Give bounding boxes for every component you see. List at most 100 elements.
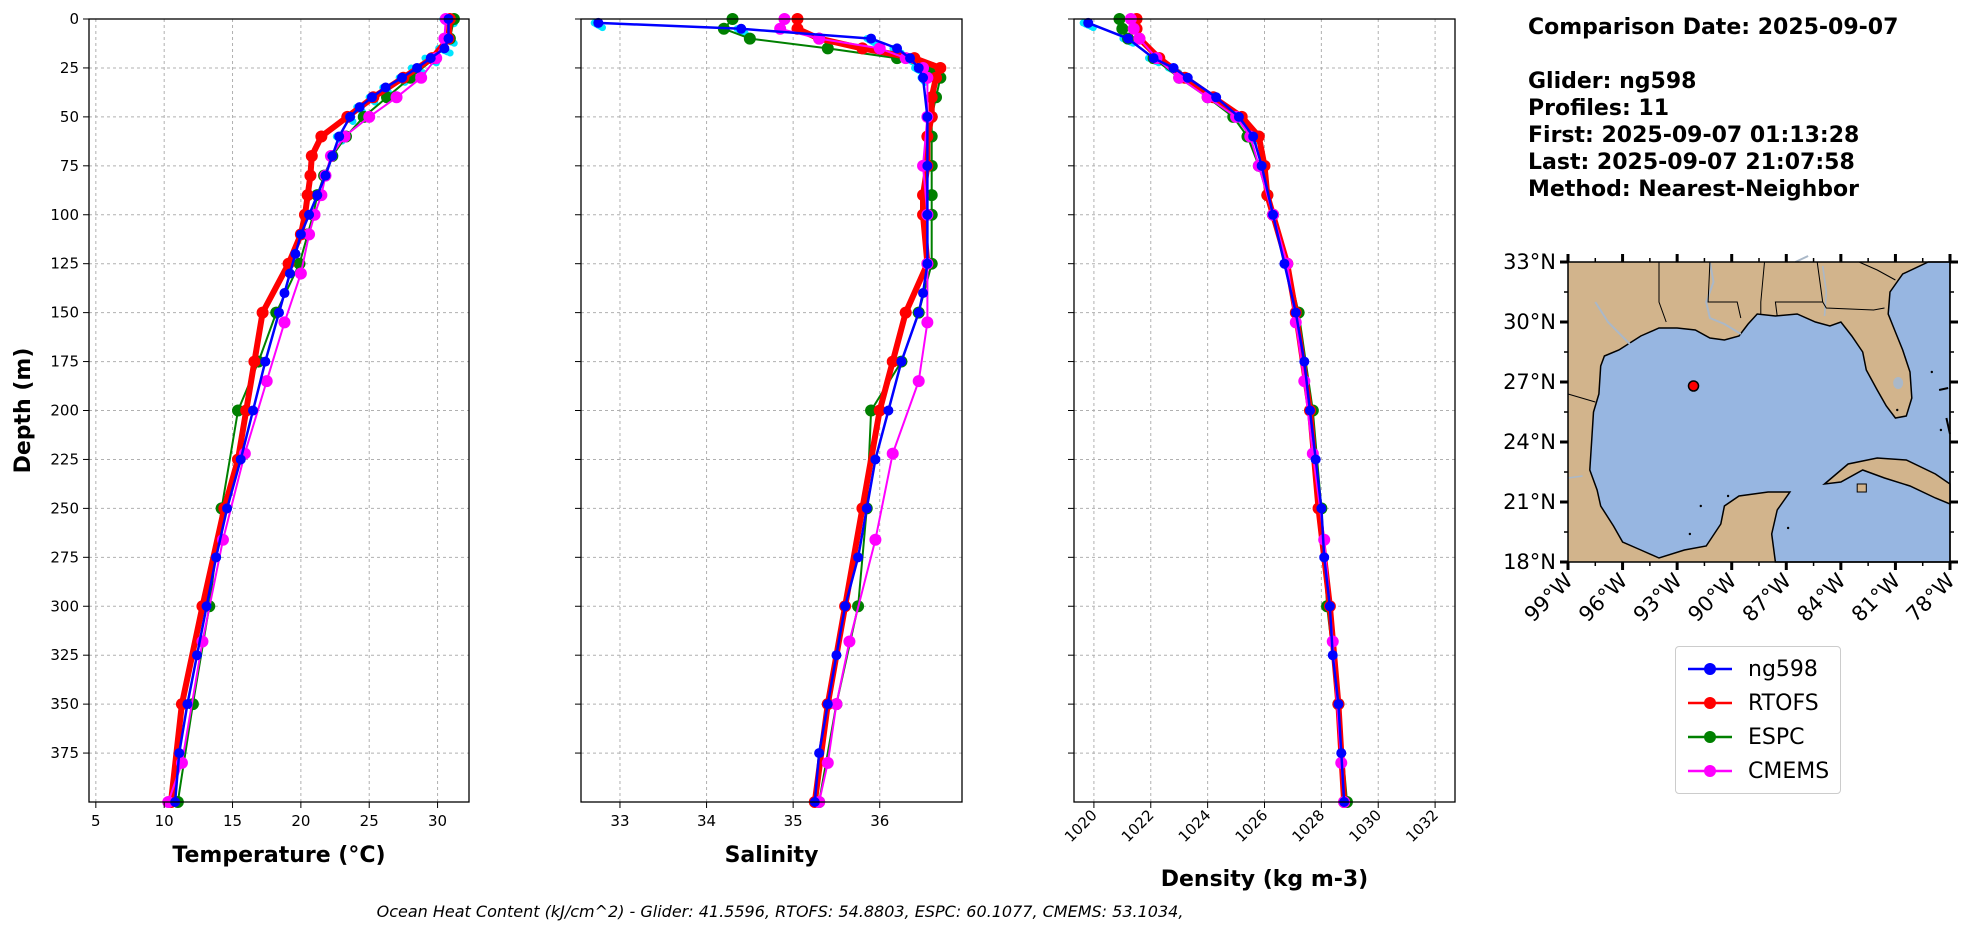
data-point-ng598 (1333, 699, 1344, 710)
data-point-espc (821, 42, 834, 55)
data-point-ng598 (1279, 258, 1290, 269)
data-point-rtofs (899, 306, 912, 319)
temperature-panel: 5 10 15 20 25 3002550751001251501752002252502… (11, 10, 470, 868)
data-point-cmems (1133, 32, 1146, 45)
island-speck (1930, 370, 1934, 374)
y-tick-label: 225 (50, 450, 79, 468)
state-border (1707, 261, 1742, 319)
data-point-ng598 (1148, 53, 1159, 64)
data-point-cmems (1127, 22, 1140, 35)
data-point-ng598 (1327, 650, 1338, 661)
glider-position-marker (1687, 380, 1700, 392)
y-tick-label: 100 (50, 206, 79, 224)
x-tick-label: 35 (784, 812, 803, 830)
last-time: Last: 2025-09-07 21:07:58 (1528, 150, 1855, 175)
island-speck (1688, 532, 1692, 536)
data-point-ng598 (1316, 503, 1327, 514)
data-point-ng598 (822, 699, 833, 710)
data-point-ng598 (593, 17, 604, 28)
x-tick-label: 10 (155, 812, 174, 830)
legend-swatch (1688, 697, 1732, 709)
x-tick-label: 1030 (1345, 806, 1385, 846)
map-y-tick-label: 27°N (1503, 370, 1556, 394)
ocean-heat-content-caption: Ocean Heat Content (kJ/cm^2) - Glider: 4… (376, 902, 1184, 921)
first-time: First: 2025-09-07 01:13:28 (1528, 123, 1860, 148)
data-point-ng598 (425, 53, 436, 64)
data-point-cmems (821, 756, 834, 769)
data-point-ng598 (831, 650, 842, 661)
map-x-tick-label: 99°W (1520, 568, 1578, 626)
x-axis-label: Salinity (725, 843, 819, 868)
data-point-ng598 (235, 454, 246, 465)
data-point-ng598 (366, 92, 377, 103)
data-point-cmems (390, 91, 403, 104)
data-point-ng598 (1324, 601, 1335, 612)
data-point-rtofs (248, 355, 261, 368)
data-point-ng598 (922, 258, 933, 269)
data-point-ng598 (861, 503, 872, 514)
data-point-cmems (303, 228, 316, 241)
y-tick-label: 375 (50, 744, 79, 762)
data-point-ng598 (892, 43, 903, 54)
texas-river (1594, 301, 1631, 345)
x-tick-label: 36 (870, 812, 889, 830)
x-tick-label: 1026 (1232, 806, 1272, 846)
x-tick-label: 5 (91, 812, 101, 830)
data-point-ng598 (380, 82, 391, 93)
data-point-ng598 (870, 454, 881, 465)
data-point-ng598 (222, 503, 233, 514)
data-point-ng598 (922, 160, 933, 171)
data-point-ng598 (1290, 307, 1301, 318)
map-y-tick-label: 21°N (1503, 490, 1556, 514)
data-point-ng598 (1299, 356, 1310, 367)
data-point-rtofs (305, 150, 318, 163)
y-tick-label: 350 (50, 695, 79, 713)
y-tick-label: 150 (50, 304, 79, 322)
data-point-ng598 (736, 23, 747, 34)
island-speck (1726, 494, 1730, 498)
y-tick-label: 50 (60, 108, 79, 126)
y-axis-label: Depth (m) (11, 348, 36, 474)
data-point-ng598 (1256, 160, 1267, 171)
data-point-ng598 (295, 229, 306, 240)
data-point-ng598 (1268, 209, 1279, 220)
island-speck (1699, 504, 1702, 508)
data-point-ng598 (174, 748, 185, 759)
data-point-ng598 (896, 356, 907, 367)
data-point-ng598 (853, 552, 864, 563)
y-tick-label: 0 (69, 10, 79, 28)
river (1794, 255, 1809, 263)
data-point-cmems (278, 316, 291, 329)
method: Method: Nearest-Neighbor (1528, 177, 1859, 202)
map-x-tick-label: 90°W (1683, 568, 1741, 626)
data-point-ng598 (354, 102, 365, 113)
data-point-ng598 (922, 209, 933, 220)
data-point-espc (865, 404, 878, 417)
data-point-rtofs (934, 61, 947, 74)
series-line-ng598 (1087, 21, 1346, 803)
data-point-ng598 (191, 650, 202, 661)
data-point-espc (380, 91, 393, 104)
data-point-cmems (843, 635, 856, 648)
data-point-espc (743, 32, 756, 45)
data-point-ng598 (1211, 92, 1222, 103)
island-speck (1896, 408, 1899, 412)
data-point-ng598 (814, 748, 825, 759)
map-y-tick-label: 18°N (1503, 550, 1556, 574)
data-point-ng598 (918, 72, 929, 83)
data-point-espc (231, 404, 244, 417)
legend-item-ng598: ng598 (1676, 652, 1840, 686)
data-point-ng598 (1123, 33, 1134, 44)
data-point-ng598 (397, 72, 408, 83)
data-point-ng598 (304, 209, 315, 220)
data-point-ng598 (439, 43, 450, 54)
y-tick-label: 300 (50, 597, 79, 615)
location-map: 99°W96°W93°W90°W87°W84°W81°W78°W 33°N 30°N… (1503, 250, 1960, 627)
y-tick-label: 125 (50, 255, 79, 273)
data-point-rtofs (304, 169, 317, 182)
data-point-cmems (886, 447, 899, 460)
legend-item-rtofs: RTOFS (1676, 686, 1840, 720)
data-point-ng598 (913, 307, 924, 318)
x-tick-label: 1020 (1061, 806, 1101, 846)
